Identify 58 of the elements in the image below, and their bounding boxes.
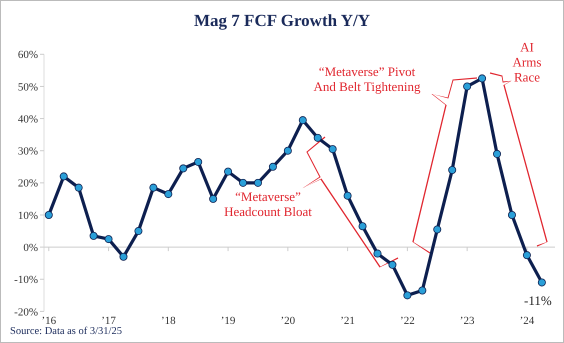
annotation: AI Arms Race (512, 40, 542, 85)
point (403, 291, 412, 300)
y-tick-label: 60% (18, 49, 38, 62)
point (224, 168, 232, 176)
point (90, 232, 98, 240)
y-tick-label: 0% (23, 242, 38, 254)
x-tick-label: ’23 (460, 315, 475, 327)
point (522, 251, 531, 260)
point (284, 146, 292, 155)
point (149, 184, 158, 192)
point (268, 162, 277, 171)
point (119, 252, 128, 261)
y-tick-label: 40% (18, 113, 38, 126)
point (134, 227, 142, 236)
point (433, 225, 442, 234)
point (448, 166, 456, 174)
y-tick-label: -10% (14, 274, 38, 286)
y-tick-label: 30% (18, 146, 38, 158)
x-tick-label: ’18 (160, 315, 176, 327)
point (239, 178, 248, 187)
x-tick-label: ’22 (400, 315, 415, 327)
point (388, 260, 396, 269)
point (179, 164, 188, 172)
x-tick-label: ’16 (41, 315, 57, 327)
point (358, 222, 367, 230)
point (418, 286, 426, 295)
point (373, 250, 382, 258)
y-tick-label: 50% (18, 81, 38, 94)
y-tick-label: -20% (14, 306, 38, 318)
point (164, 190, 172, 198)
y-tick-label: 10% (18, 210, 38, 222)
point (344, 192, 352, 200)
x-tick-label: ’21 (340, 315, 355, 327)
point (538, 278, 546, 286)
x-tick-label: ’19 (220, 315, 236, 327)
y-tick-label: 20% (18, 178, 38, 190)
annotation: -11% (524, 293, 552, 308)
point (478, 74, 486, 82)
point (254, 178, 262, 187)
point (298, 116, 307, 124)
x-tick-label: ’24 (520, 315, 535, 327)
point (60, 172, 68, 180)
chart-title: Mag 7 FCF Growth Y/Y (194, 11, 370, 30)
point (194, 158, 202, 166)
point (493, 150, 502, 158)
annotation: “Metaverse” Headcount Bloat (224, 189, 312, 220)
point (508, 210, 516, 219)
point (44, 210, 53, 219)
point (104, 235, 113, 244)
point (463, 82, 472, 90)
point (314, 134, 322, 142)
point (209, 194, 218, 203)
annotation: “Metaverse” Pivot And Belt Tightening (314, 64, 421, 94)
x-tick-label: ’20 (280, 315, 296, 327)
x-tick-label: ’17 (101, 315, 116, 327)
point (74, 184, 83, 192)
source-note: Source: Data as of 3/31/25 (10, 326, 122, 337)
point (328, 145, 337, 154)
